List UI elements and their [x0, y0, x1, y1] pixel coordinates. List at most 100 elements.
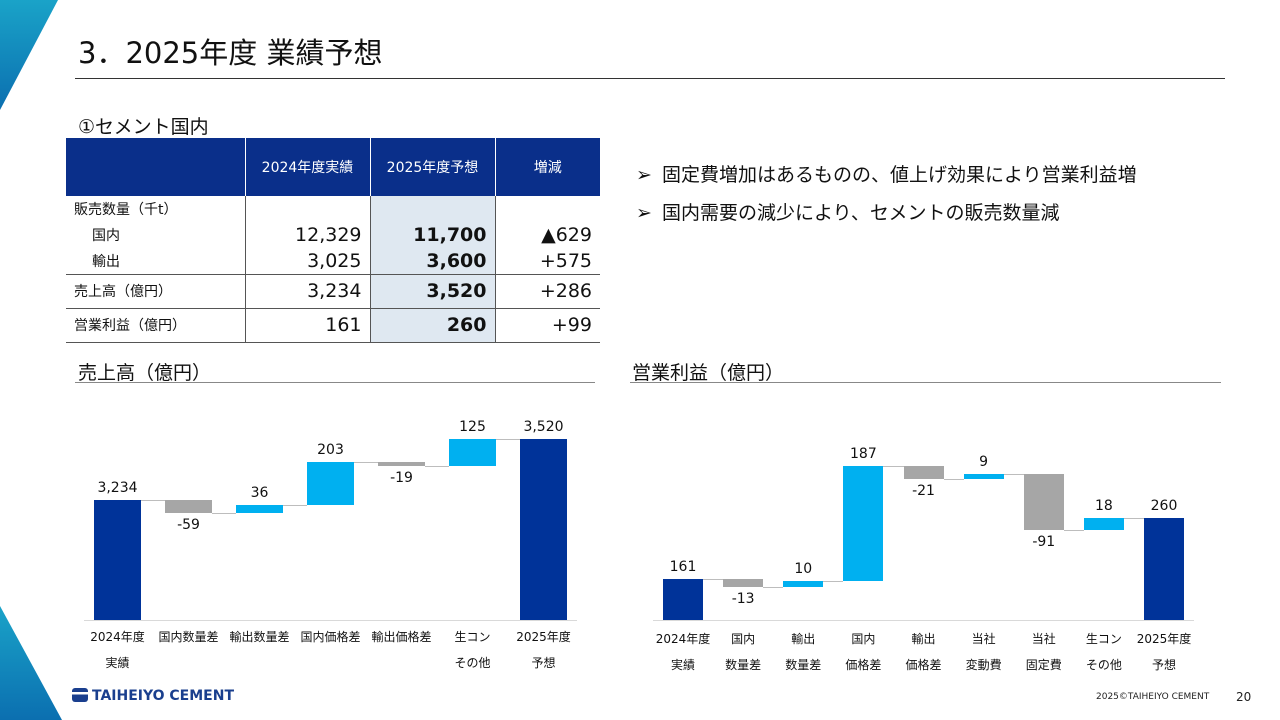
cell-2025: 3,520 [370, 274, 496, 309]
section-label: ①セメント国内 [78, 116, 209, 138]
profit-data-label: -21 [912, 483, 935, 500]
sales-chart-title: 売上高（億円） [78, 362, 212, 384]
sales-bar [165, 500, 212, 514]
sales-category-label: 2025年度 予想 [516, 630, 571, 670]
sales-chart-rule [75, 382, 595, 383]
table-row: 営業利益（億円） 161 260 +99 [66, 308, 600, 343]
profit-connector [943, 479, 964, 481]
table-row: 輸出 3,025 3,600 +575 [66, 248, 600, 275]
profit-category-label: 輸出 数量差 [785, 632, 822, 672]
company-logo: TAIHEIYO CEMENT [72, 688, 234, 704]
bullet-text: 国内需要の減少により、セメントの販売数量減 [662, 202, 1060, 224]
profit-data-label: 18 [1094, 498, 1113, 515]
profit-bar [663, 579, 703, 620]
sales-data-label: -59 [177, 517, 200, 534]
profit-connector [1063, 529, 1084, 531]
sales-data-label: 36 [250, 485, 269, 502]
sales-bar [378, 461, 425, 466]
copyright-text: 2025©TAIHEIYO CEMENT [1096, 692, 1210, 702]
sales-connector [141, 500, 165, 502]
sales-category-label: 輸出価格差 [371, 630, 432, 644]
profit-data-label: -91 [1032, 533, 1056, 550]
arrow-bullet-icon: ➢ [636, 202, 652, 224]
sales-connector [283, 505, 307, 507]
sales-connector [212, 513, 236, 515]
page-title: 3．2025年度 業績予想 [78, 36, 383, 70]
table-header-2024: 2024年度実績 [245, 138, 371, 196]
sales-data-label: 3,520 [523, 418, 564, 435]
profit-connector [1123, 518, 1144, 520]
sales-data-label: 3,234 [97, 480, 138, 497]
profit-category-label: 当社 固定費 [1025, 632, 1062, 672]
sales-connector [354, 461, 378, 463]
table-header-2025: 2025年度予想 [370, 138, 496, 196]
sales-category-label: 2024年度 実績 [90, 630, 145, 670]
sales-bar [520, 438, 567, 620]
profit-bar [723, 579, 764, 588]
profit-data-label: 10 [794, 561, 813, 578]
profit-chart-rule [630, 382, 1221, 383]
profit-bar [1023, 473, 1064, 530]
bullet-item: ➢ 国内需要の減少により、セメントの販売数量減 [636, 194, 1137, 232]
profit-data-label: 161 [669, 559, 697, 576]
profit-connector [763, 587, 784, 589]
bullet-item: ➢ 固定費増加はあるものの、値上げ効果により営業利益増 [636, 156, 1137, 194]
profit-baseline [653, 620, 1194, 621]
sales-bar [307, 461, 354, 506]
row-label: 輸出 [92, 253, 120, 270]
cell-diff: +99 [495, 308, 600, 343]
profit-category-label: 2024年度 実績 [655, 632, 711, 672]
logo-mark-icon [72, 688, 88, 702]
profit-bar [1144, 518, 1184, 620]
sales-category-label: 生コン その他 [454, 630, 491, 670]
profit-connector [1003, 473, 1024, 475]
profit-connector [883, 466, 904, 468]
cell-diff: +286 [495, 274, 600, 309]
summary-table: 2024年度実績 2025年度予想 増減 販売数量（千t） 国内 12,329 … [66, 138, 600, 343]
sales-connector [496, 438, 520, 440]
profit-category-label: 輸出 価格差 [905, 632, 942, 672]
profit-bar [783, 581, 824, 588]
profit-bar [963, 473, 1004, 480]
table-row: 国内 12,329 11,700 ▲629 [66, 222, 600, 248]
logo-text: TAIHEIYO CEMENT [92, 688, 235, 704]
cell-2024: 3,025 [245, 248, 371, 275]
row-label: 売上高（億円） [66, 274, 246, 309]
sales-connector [425, 465, 449, 467]
table-row: 売上高（億円） 3,234 3,520 +286 [66, 274, 600, 309]
cell-diff: +575 [495, 248, 600, 275]
profit-chart-title: 営業利益（億円） [632, 362, 785, 384]
table-row-volume-heading: 販売数量（千t） [66, 196, 600, 222]
table-header-row: 2024年度実績 2025年度予想 増減 [66, 138, 600, 196]
profit-category-label: 国内 価格差 [845, 632, 882, 672]
profit-data-label: 187 [850, 446, 877, 463]
profit-connector [703, 579, 724, 581]
profit-connector [823, 581, 844, 583]
sales-data-label: 125 [459, 418, 486, 435]
profit-data-label: -13 [731, 591, 755, 608]
cell-2024: 161 [245, 308, 371, 343]
cell-2025: 3,600 [370, 248, 496, 275]
profit-category-label: 2025年度 予想 [1136, 632, 1192, 672]
sales-category-label: 国内数量差 [158, 630, 219, 644]
cell-2024: 12,329 [245, 222, 371, 248]
profit-bar [843, 466, 884, 582]
sales-data-label: 203 [317, 441, 344, 458]
row-label: 営業利益（億円） [66, 308, 246, 343]
profit-bar [1083, 518, 1124, 530]
cell-diff: ▲629 [541, 224, 592, 246]
arrow-bullet-icon: ➢ [636, 164, 652, 186]
profit-category-label: 国内 数量差 [725, 632, 762, 672]
sales-baseline [84, 620, 577, 621]
bullet-list: ➢ 固定費増加はあるものの、値上げ効果により営業利益増 ➢ 国内需要の減少により、セ… [636, 156, 1137, 232]
cell-2025: 260 [370, 308, 496, 343]
cell-2024: 3,234 [245, 274, 371, 309]
sales-data-label: -19 [390, 469, 413, 486]
profit-bar [903, 466, 944, 480]
row-label: 国内 [92, 228, 120, 244]
title-underline [75, 78, 1225, 79]
table-header-diff: 増減 [495, 138, 600, 196]
page-number: 20 [1236, 690, 1252, 704]
sales-bar [236, 505, 283, 514]
sales-category-label: 国内価格差 [300, 630, 361, 644]
